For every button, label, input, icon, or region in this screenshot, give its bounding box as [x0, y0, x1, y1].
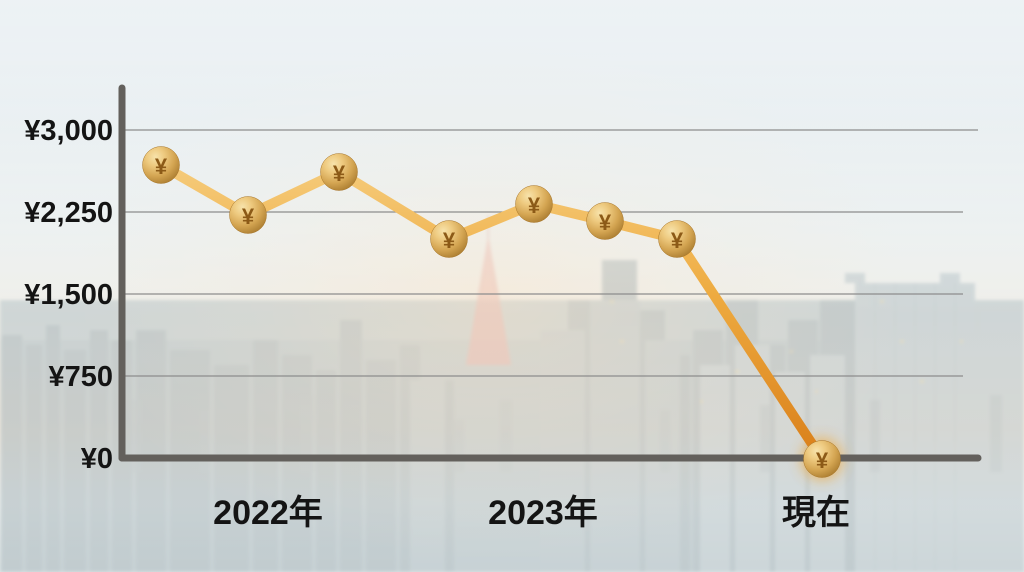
- svg-text:¥750: ¥750: [48, 361, 113, 393]
- svg-text:¥0: ¥0: [81, 443, 113, 475]
- svg-text:¥: ¥: [242, 204, 255, 229]
- svg-text:¥2,250: ¥2,250: [24, 197, 113, 229]
- svg-text:¥: ¥: [671, 228, 684, 253]
- svg-text:¥: ¥: [155, 154, 168, 179]
- svg-text:¥1,500: ¥1,500: [24, 279, 113, 311]
- svg-text:¥: ¥: [816, 448, 829, 473]
- svg-text:現在: 現在: [782, 494, 850, 532]
- svg-text:2023年: 2023年: [488, 494, 598, 532]
- svg-text:2022年: 2022年: [213, 494, 323, 532]
- svg-text:¥: ¥: [528, 193, 541, 218]
- svg-text:¥: ¥: [443, 228, 456, 253]
- svg-text:¥: ¥: [599, 210, 612, 235]
- svg-text:¥: ¥: [333, 161, 346, 186]
- svg-text:¥3,000: ¥3,000: [24, 115, 113, 147]
